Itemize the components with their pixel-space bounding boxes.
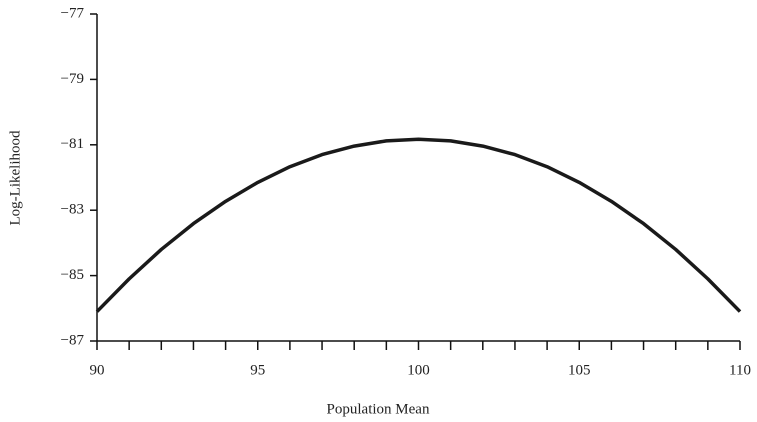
x-tick-label: 105 — [568, 362, 591, 378]
y-tick-label: −87 — [61, 332, 85, 348]
y-tick-label: −83 — [61, 202, 84, 218]
x-tick-label: 100 — [407, 362, 430, 378]
line — [95, 137, 742, 313]
x-tick-label: 95 — [250, 362, 265, 378]
y-tick-label: −85 — [61, 267, 84, 283]
y-tick-label: −79 — [61, 71, 84, 87]
y-tick-label: −77 — [61, 5, 85, 21]
x-axis-title: Population Mean — [327, 401, 430, 417]
x-tick-label: 110 — [729, 362, 751, 378]
y-axis-title: Log-Likelihood — [7, 130, 23, 225]
y-tick-label: −81 — [61, 136, 84, 152]
x-tick-label: 90 — [90, 362, 105, 378]
